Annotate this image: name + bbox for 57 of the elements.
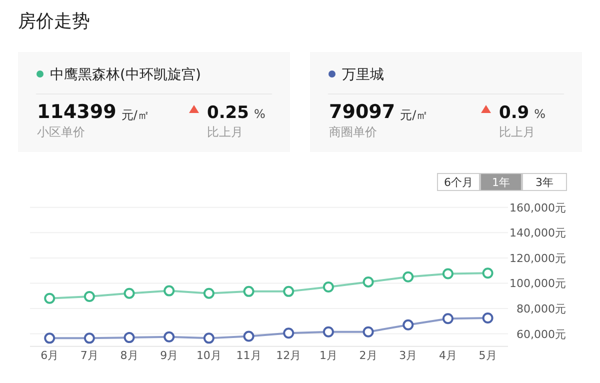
text: 小区单价 (37, 125, 85, 139)
text: 比上月 (207, 125, 243, 139)
legend-label: 万里城 (342, 67, 384, 83)
y-tick-label: 60,000元 (516, 328, 566, 341)
x-tick-label: 3月 (399, 349, 418, 362)
point (283, 286, 294, 297)
point (322, 326, 334, 338)
point (164, 331, 175, 342)
point (283, 328, 294, 339)
point (362, 276, 374, 288)
point (243, 330, 254, 342)
x-tick-label: 1月 (319, 349, 338, 362)
point (442, 313, 454, 324)
text: 元/㎡ (400, 108, 428, 122)
point (402, 319, 414, 330)
x-tick-label: 11月 (236, 349, 262, 362)
y-tick-label: 160,000元 (510, 201, 566, 214)
point (203, 288, 214, 299)
text: 0.9 (499, 103, 530, 123)
text: 114399 (37, 101, 116, 123)
x-tick-label: 9月 (160, 349, 178, 362)
point (243, 286, 254, 297)
x-tick-label: 10月 (196, 349, 222, 362)
point (362, 326, 374, 338)
y-tick-label: 80,000元 (516, 302, 566, 316)
text: % (534, 107, 546, 121)
x-tick-label: 12月 (276, 349, 302, 362)
x-tick-label: 7月 (80, 349, 98, 362)
x-tick-label: 8月 (120, 349, 138, 362)
x-tick-label: 4月 (438, 349, 457, 362)
point (164, 285, 175, 296)
text: 比上月 (499, 125, 535, 139)
text: 79097 (329, 101, 396, 123)
point (482, 268, 494, 279)
legend-label: 中鹰黑森林(中环凯旋宫) (50, 67, 201, 83)
y-tick-label: 140,000元 (510, 226, 566, 240)
point (402, 271, 414, 282)
text: 0.25 (207, 103, 249, 123)
point (84, 332, 95, 344)
x-tick-label: 2月 (359, 349, 378, 362)
y-tick-label: 100,000元 (510, 277, 566, 290)
point (442, 268, 454, 280)
point (44, 292, 56, 304)
point (124, 332, 135, 344)
point (482, 312, 494, 324)
point (84, 290, 95, 302)
x-tick-label: 5月 (478, 349, 497, 362)
text: % (254, 107, 266, 121)
y-tick-label: 120,000元 (510, 252, 566, 265)
point (124, 288, 135, 299)
point (203, 332, 214, 344)
point (44, 332, 56, 344)
point (322, 282, 334, 293)
chart-title: 房价走势 (18, 11, 90, 32)
text: 商圈单价 (329, 125, 377, 139)
x-tick-label: 6月 (40, 349, 59, 362)
text: 元/㎡ (121, 108, 150, 122)
